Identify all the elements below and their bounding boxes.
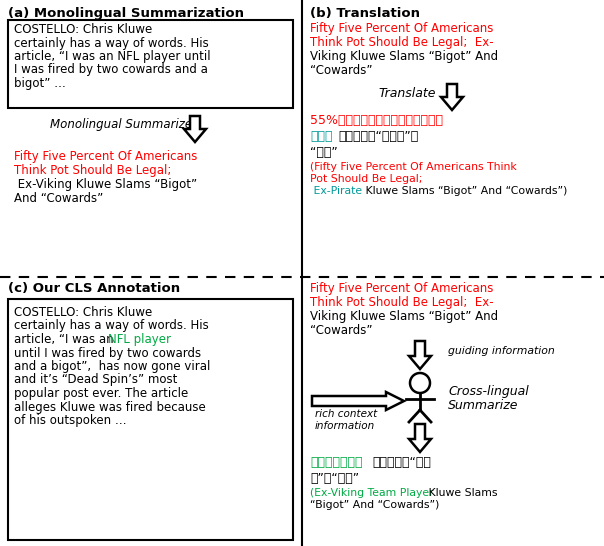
Text: Viking Kluwe Slams “Bigot” And: Viking Kluwe Slams “Bigot” And (310, 50, 498, 63)
Text: COSTELLO: Chris Kluwe: COSTELLO: Chris Kluwe (14, 306, 152, 319)
Polygon shape (184, 116, 206, 142)
Text: (Fifty Five Percent Of Americans Think: (Fifty Five Percent Of Americans Think (310, 162, 517, 172)
Text: article, “I was an: article, “I was an (14, 333, 117, 346)
Text: “Bigot” And “Cowards”): “Bigot” And “Cowards”) (310, 500, 439, 510)
Text: (Ex-Viking Team Player: (Ex-Viking Team Player (310, 488, 434, 498)
Text: 狂”和“懦夫”: 狂”和“懦夫” (310, 472, 359, 485)
Text: of his outspoken …: of his outspoken … (14, 414, 127, 427)
Polygon shape (312, 392, 404, 410)
Text: 克鲁威抖击“偏执狂”和: 克鲁威抖击“偏执狂”和 (338, 130, 418, 143)
Bar (8, 20, 293, 108)
Text: guiding information: guiding information (448, 346, 554, 356)
Text: and a bigot”,  has now gone viral: and a bigot”, has now gone viral (14, 360, 210, 373)
Text: 前海盗: 前海盗 (310, 130, 332, 143)
Text: Ex-Pirate: Ex-Pirate (310, 186, 362, 196)
Text: (a) Monolingual Summarization: (a) Monolingual Summarization (8, 7, 244, 20)
Text: NFL player: NFL player (108, 333, 171, 346)
Text: Fifty Five Percent Of Americans: Fifty Five Percent Of Americans (310, 22, 493, 35)
Polygon shape (409, 424, 431, 452)
Text: and it’s “Dead Spin’s” most: and it’s “Dead Spin’s” most (14, 373, 178, 387)
Text: I was fired by two cowards and a: I was fired by two cowards and a (14, 63, 208, 76)
Text: Think Pot Should Be Legal;  Ex-: Think Pot Should Be Legal; Ex- (310, 296, 493, 309)
Text: until I was fired by two cowards: until I was fired by two cowards (14, 347, 201, 359)
Text: Translate: Translate (378, 87, 435, 100)
Text: information: information (315, 421, 375, 431)
Text: Summarize: Summarize (448, 399, 518, 412)
Circle shape (410, 373, 430, 393)
Text: Kluwe Slams “Bigot” And “Cowards”): Kluwe Slams “Bigot” And “Cowards”) (362, 186, 567, 196)
Text: (b) Translation: (b) Translation (310, 7, 420, 20)
Text: 前维京人队球员: 前维京人队球员 (310, 456, 362, 469)
Text: Fifty Five Percent Of Americans: Fifty Five Percent Of Americans (310, 282, 493, 295)
Text: (c) Our CLS Annotation: (c) Our CLS Annotation (8, 282, 180, 295)
Text: And “Cowards”: And “Cowards” (14, 192, 103, 205)
Text: COSTELLO: Chris Kluwe: COSTELLO: Chris Kluwe (14, 23, 152, 36)
Text: Ex-Viking Kluwe Slams “Bigot”: Ex-Viking Kluwe Slams “Bigot” (14, 178, 197, 191)
Text: certainly has a way of words. His: certainly has a way of words. His (14, 319, 209, 333)
Text: Monolingual Summarize: Monolingual Summarize (50, 118, 192, 131)
Text: Fifty Five Percent Of Americans: Fifty Five Percent Of Americans (14, 150, 198, 163)
Text: rich context: rich context (315, 409, 378, 419)
Text: “懦夫”: “懦夫” (310, 146, 338, 159)
Text: Cross-lingual: Cross-lingual (448, 385, 528, 398)
Text: Kluwe Slams: Kluwe Slams (425, 488, 498, 498)
Text: Viking Kluwe Slams “Bigot” And: Viking Kluwe Slams “Bigot” And (310, 310, 498, 323)
Text: article, “I was an NFL player until: article, “I was an NFL player until (14, 50, 211, 63)
Polygon shape (409, 341, 431, 369)
Text: “Cowards”: “Cowards” (310, 324, 373, 337)
Text: Think Pot Should Be Legal;  Ex-: Think Pot Should Be Legal; Ex- (310, 36, 493, 49)
Polygon shape (441, 84, 463, 110)
Text: 55%的美国人认为大麻应该合法化；: 55%的美国人认为大麻应该合法化； (310, 114, 443, 127)
Text: alleges Kluwe was fired because: alleges Kluwe was fired because (14, 401, 206, 413)
Text: 克鲁威抖击“偏执: 克鲁威抖击“偏执 (372, 456, 431, 469)
Text: Think Pot Should Be Legal;: Think Pot Should Be Legal; (14, 164, 172, 177)
Text: bigot” …: bigot” … (14, 77, 66, 90)
Text: Pot Should Be Legal;: Pot Should Be Legal; (310, 174, 422, 184)
Text: popular post ever. The article: popular post ever. The article (14, 387, 188, 400)
Bar (8, 299, 293, 540)
Text: “Cowards”: “Cowards” (310, 64, 373, 77)
Text: certainly has a way of words. His: certainly has a way of words. His (14, 37, 209, 50)
